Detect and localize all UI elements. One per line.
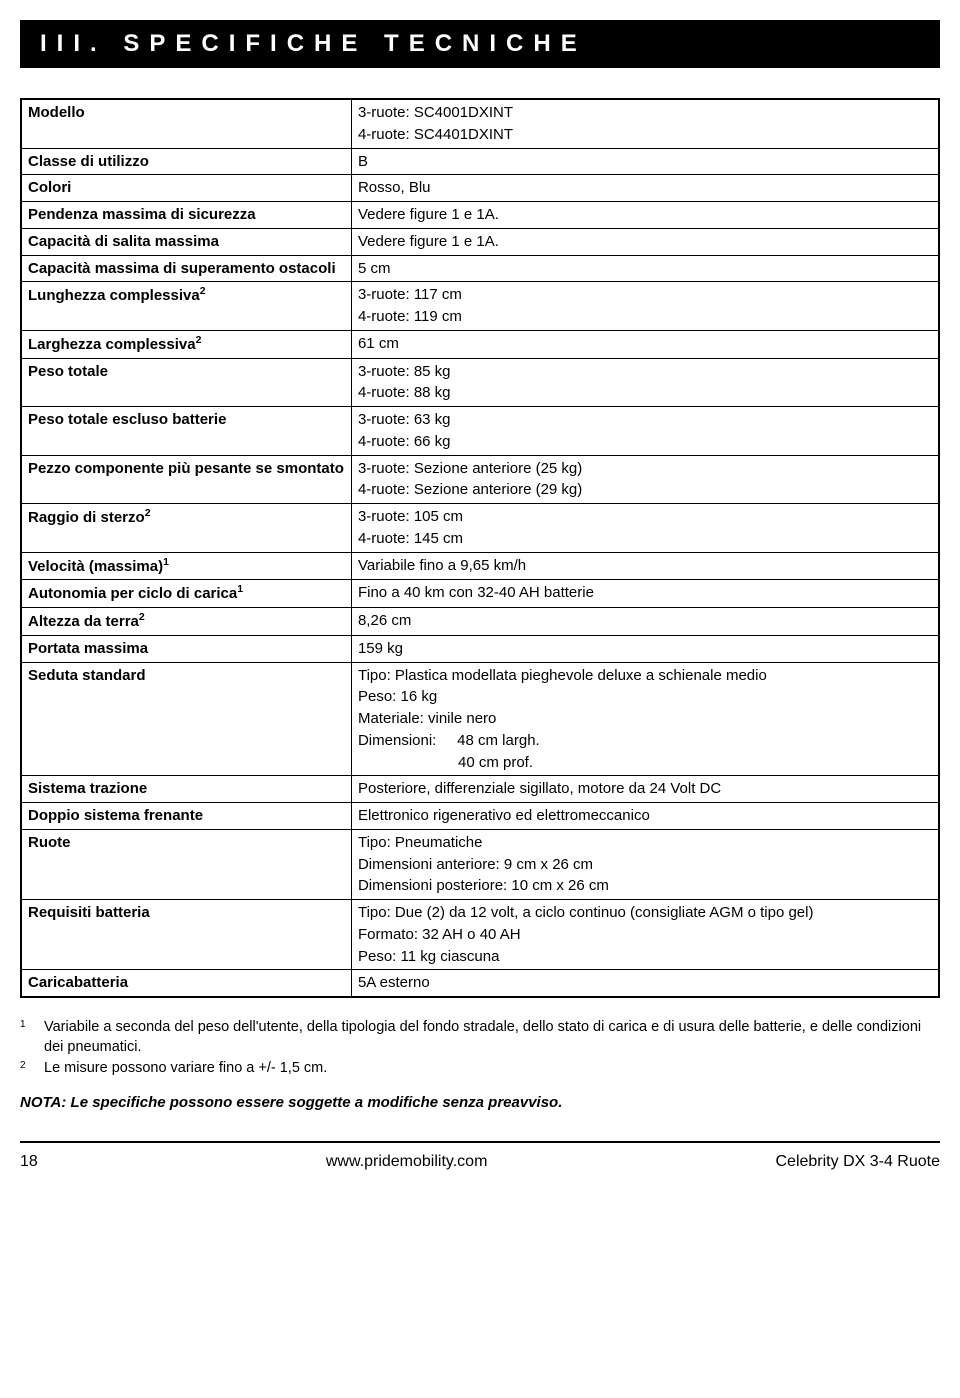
- spec-label: Requisiti batteria: [21, 900, 351, 970]
- spec-value: 8,26 cm: [351, 608, 939, 636]
- spec-value: Vedere figure 1 e 1A.: [351, 202, 939, 229]
- spec-value: 159 kg: [351, 635, 939, 662]
- spec-value: Tipo: PneumaticheDimensioni anteriore: 9…: [351, 829, 939, 899]
- specifications-table: Modello3-ruote: SC4001DXINT4-ruote: SC44…: [20, 98, 940, 998]
- spec-label: Doppio sistema frenante: [21, 803, 351, 830]
- spec-label: Capacità di salita massima: [21, 228, 351, 255]
- table-row: Sistema trazionePosteriore, differenzial…: [21, 776, 939, 803]
- spec-label: Portata massima: [21, 635, 351, 662]
- table-row: Seduta standardTipo: Plastica modellata …: [21, 662, 939, 776]
- spec-label: Peso totale: [21, 358, 351, 407]
- footnote-number: 2: [20, 1059, 44, 1079]
- table-row: Autonomia per ciclo di carica1Fino a 40 …: [21, 580, 939, 608]
- spec-value: 61 cm: [351, 330, 939, 358]
- footer-model: Celebrity DX 3-4 Ruote: [775, 1153, 940, 1171]
- page-footer: 18 www.pridemobility.com Celebrity DX 3-…: [20, 1141, 940, 1171]
- footnote: 2Le misure possono variare fino a +/- 1,…: [20, 1059, 940, 1079]
- spec-label: Capacità massima di superamento ostacoli: [21, 255, 351, 282]
- spec-value: B: [351, 148, 939, 175]
- spec-label: Seduta standard: [21, 662, 351, 776]
- spec-label: Caricabatteria: [21, 970, 351, 997]
- footnote-text: Le misure possono variare fino a +/- 1,5…: [44, 1059, 327, 1079]
- section-header: III. SPECIFICHE TECNICHE: [20, 20, 940, 68]
- spec-value: 5A esterno: [351, 970, 939, 997]
- page-number: 18: [20, 1153, 38, 1171]
- table-row: Larghezza complessiva261 cm: [21, 330, 939, 358]
- spec-label: Altezza da terra2: [21, 608, 351, 636]
- footer-url: www.pridemobility.com: [326, 1153, 488, 1171]
- spec-label: Sistema trazione: [21, 776, 351, 803]
- spec-value: 3-ruote: Sezione anteriore (25 kg)4-ruot…: [351, 455, 939, 504]
- spec-value: Rosso, Blu: [351, 175, 939, 202]
- spec-value: Tipo: Plastica modellata pieghevole delu…: [351, 662, 939, 776]
- spec-value: Elettronico rigenerativo ed elettromecca…: [351, 803, 939, 830]
- table-row: ColoriRosso, Blu: [21, 175, 939, 202]
- table-row: Raggio di sterzo23-ruote: 105 cm4-ruote:…: [21, 504, 939, 553]
- table-row: Modello3-ruote: SC4001DXINT4-ruote: SC44…: [21, 99, 939, 148]
- spec-label: Velocità (massima)1: [21, 552, 351, 580]
- label-superscript: 2: [200, 285, 206, 297]
- section-title: III. SPECIFICHE TECNICHE: [40, 30, 587, 57]
- table-row: Capacità massima di superamento ostacoli…: [21, 255, 939, 282]
- table-row: Peso totale3-ruote: 85 kg4-ruote: 88 kg: [21, 358, 939, 407]
- footnote-number: 1: [20, 1018, 44, 1057]
- spec-value: Fino a 40 km con 32-40 AH batterie: [351, 580, 939, 608]
- spec-value: 3-ruote: 85 kg4-ruote: 88 kg: [351, 358, 939, 407]
- table-row: Lunghezza complessiva23-ruote: 117 cm4-r…: [21, 282, 939, 331]
- table-row: Pezzo componente più pesante se smontato…: [21, 455, 939, 504]
- spec-value: 3-ruote: 117 cm4-ruote: 119 cm: [351, 282, 939, 331]
- table-row: Requisiti batteriaTipo: Due (2) da 12 vo…: [21, 900, 939, 970]
- spec-value: 3-ruote: 63 kg4-ruote: 66 kg: [351, 407, 939, 456]
- label-superscript: 2: [139, 611, 145, 623]
- spec-label: Larghezza complessiva2: [21, 330, 351, 358]
- table-row: Classe di utilizzoB: [21, 148, 939, 175]
- spec-label: Classe di utilizzo: [21, 148, 351, 175]
- table-row: Portata massima159 kg: [21, 635, 939, 662]
- spec-label: Pendenza massima di sicurezza: [21, 202, 351, 229]
- spec-label: Raggio di sterzo2: [21, 504, 351, 553]
- footnote-text: Variabile a seconda del peso dell'utente…: [44, 1018, 940, 1057]
- spec-label: Pezzo componente più pesante se smontato: [21, 455, 351, 504]
- label-superscript: 1: [163, 556, 169, 568]
- table-row: Caricabatteria5A esterno: [21, 970, 939, 997]
- label-superscript: 2: [196, 334, 202, 346]
- nota-text: NOTA: Le specifiche possono essere sogge…: [20, 1094, 940, 1111]
- table-row: Peso totale escluso batterie3-ruote: 63 …: [21, 407, 939, 456]
- table-row: RuoteTipo: PneumaticheDimensioni anterio…: [21, 829, 939, 899]
- spec-value: Posteriore, differenziale sigillato, mot…: [351, 776, 939, 803]
- spec-value: 3-ruote: SC4001DXINT4-ruote: SC4401DXINT: [351, 99, 939, 148]
- spec-label: Modello: [21, 99, 351, 148]
- spec-label: Colori: [21, 175, 351, 202]
- footnote: 1Variabile a seconda del peso dell'utent…: [20, 1018, 940, 1057]
- table-row: Doppio sistema frenanteElettronico rigen…: [21, 803, 939, 830]
- label-superscript: 2: [145, 507, 151, 519]
- spec-value: 5 cm: [351, 255, 939, 282]
- spec-value: 3-ruote: 105 cm4-ruote: 145 cm: [351, 504, 939, 553]
- spec-value: Tipo: Due (2) da 12 volt, a ciclo contin…: [351, 900, 939, 970]
- spec-label: Lunghezza complessiva2: [21, 282, 351, 331]
- label-superscript: 1: [237, 583, 243, 595]
- table-row: Velocità (massima)1Variabile fino a 9,65…: [21, 552, 939, 580]
- table-row: Altezza da terra28,26 cm: [21, 608, 939, 636]
- table-row: Pendenza massima di sicurezzaVedere figu…: [21, 202, 939, 229]
- spec-value: Variabile fino a 9,65 km/h: [351, 552, 939, 580]
- footnotes-block: 1Variabile a seconda del peso dell'utent…: [20, 1018, 940, 1079]
- spec-label: Autonomia per ciclo di carica1: [21, 580, 351, 608]
- spec-label: Ruote: [21, 829, 351, 899]
- spec-value: Vedere figure 1 e 1A.: [351, 228, 939, 255]
- spec-label: Peso totale escluso batterie: [21, 407, 351, 456]
- table-row: Capacità di salita massimaVedere figure …: [21, 228, 939, 255]
